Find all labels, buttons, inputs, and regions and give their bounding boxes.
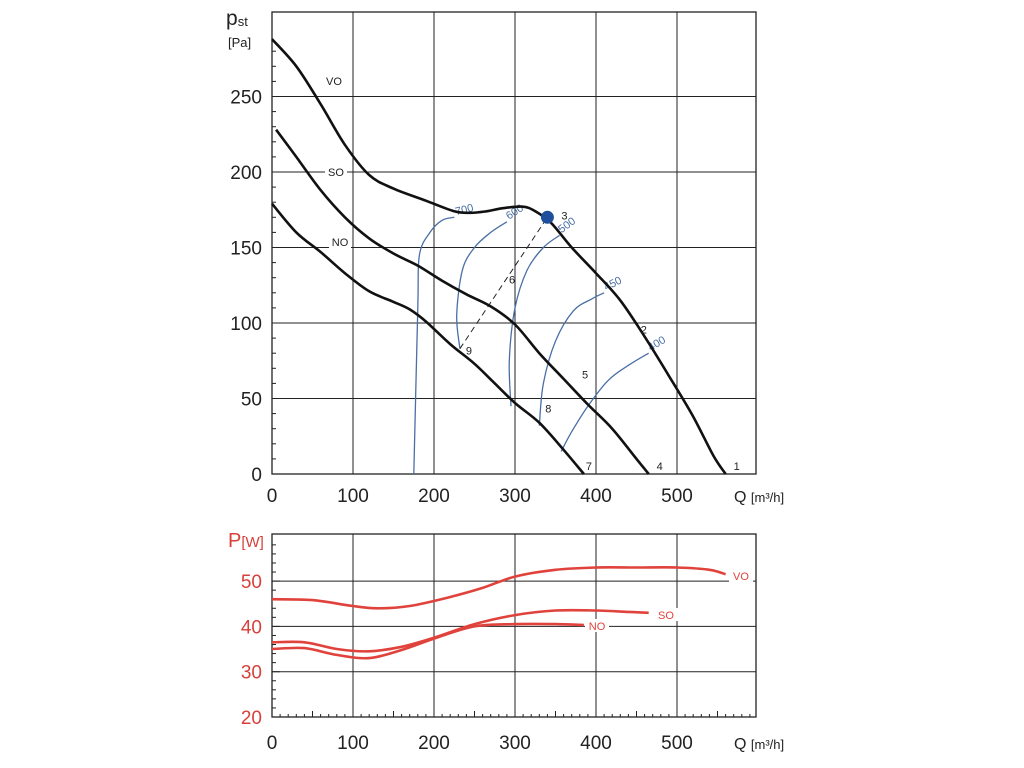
power-curve-label-bg: [654, 608, 678, 621]
isoline-400: [560, 352, 650, 452]
system-line: [459, 217, 548, 349]
pressure-y-tick-150: 150: [230, 239, 262, 260]
pressure-y-tick-0: 0: [251, 465, 262, 486]
operating-point-3: 3: [561, 210, 567, 222]
pressure-x-tick-0: 0: [267, 486, 278, 507]
pressure-plot-frame: [271, 11, 757, 475]
pressure-curve-VO: [271, 38, 727, 475]
power-curves: VO SO NO: [271, 566, 753, 660]
power-curve-label-NO: NO: [589, 621, 606, 633]
power-tick-marks: [272, 544, 751, 717]
power-xlabel-q: Q: [734, 736, 746, 753]
power-curve-VO: [271, 566, 727, 610]
pressure-xlabel-q: Q: [734, 489, 746, 506]
operating-point-9: 9: [466, 346, 472, 358]
power-x-tick-100: 100: [337, 733, 369, 754]
power-y-tick-50: 50: [241, 572, 262, 593]
power-y-tick-40: 40: [241, 617, 262, 638]
pressure-curve-label-NO: NO: [332, 237, 349, 249]
power-curve-label-SO: SO: [658, 610, 674, 622]
power-curve-label-bg: [585, 619, 609, 632]
pressure-y-tick-200: 200: [230, 163, 262, 184]
operating-point-4: 4: [657, 461, 663, 473]
pressure-x-tick-500: 500: [661, 486, 693, 507]
pressure-grid: [272, 12, 756, 474]
power-curve-label-VO: VO: [733, 571, 749, 583]
pressure-ylabel-main: p: [226, 7, 238, 30]
operating-point-1: 1: [734, 461, 740, 473]
pressure-y-ticklabels: 0 50 100 150 200 250: [230, 88, 262, 487]
power-x-tick-400: 400: [580, 733, 612, 754]
operating-point-2: 2: [641, 325, 647, 337]
power-curve-label-bg: [729, 569, 753, 582]
power-ylabel: P[W]: [228, 530, 264, 552]
power-y-ticklabels: 20 30 40 50: [241, 572, 262, 729]
power-plot-frame: [271, 533, 757, 718]
power-x-ticklabels: 0 100 200 300 400 500: [267, 733, 693, 754]
isoline-600: [456, 221, 508, 349]
power-xlabel: Q [m³/h]: [734, 736, 784, 753]
power-y-tick-20: 20: [241, 708, 262, 729]
pressure-x-tick-200: 200: [418, 486, 450, 507]
pressure-tick-marks: [272, 50, 280, 460]
operating-points: 1 2 3 4 5 6 7 8 9: [466, 210, 740, 473]
pressure-yunit: [Pa]: [228, 35, 251, 50]
operating-point-8: 8: [545, 404, 551, 416]
pressure-y-tick-50: 50: [241, 390, 262, 411]
pressure-curve-label-bg: [325, 164, 347, 178]
power-x-tick-0: 0: [267, 733, 278, 754]
power-x-tick-300: 300: [499, 733, 531, 754]
pressure-x-tick-300: 300: [499, 486, 531, 507]
isoline-label-700: 700: [454, 202, 475, 218]
pressure-curve-NO: [271, 202, 585, 475]
pressure-curve-SO: [275, 128, 650, 475]
operating-point-6: 6: [509, 274, 515, 286]
power-chart: VO SO NO 0 100 200 300 400 500 20 30 40 50 P[W] Q …: [228, 530, 784, 754]
power-y-tick-30: 30: [241, 663, 262, 684]
isoline-label-600: 600: [504, 202, 526, 222]
system-dashed-line: [459, 217, 548, 349]
power-yunit: [W]: [241, 534, 264, 551]
power-curve-NO: [271, 622, 584, 660]
power-x-tick-500: 500: [661, 733, 693, 754]
pressure-curve-label-VO: VO: [326, 76, 342, 88]
pressure-xunit: [m³/h]: [751, 490, 784, 505]
pressure-ylabel-sub: st: [238, 14, 249, 29]
pressure-x-tick-100: 100: [337, 486, 369, 507]
operating-point-marker: [540, 210, 554, 224]
pressure-xlabel: Q [m³/h]: [734, 489, 784, 506]
power-grid: [272, 534, 756, 717]
operating-point-7: 7: [586, 461, 592, 473]
pressure-ylabel: pst: [226, 7, 248, 30]
pressure-y-tick-100: 100: [230, 314, 262, 335]
pressure-curve-label-bg: [323, 73, 345, 87]
pressure-x-tick-400: 400: [580, 486, 612, 507]
operating-point-5: 5: [582, 369, 588, 381]
pressure-x-ticklabels: 0 100 200 300 400 500: [267, 486, 693, 507]
isoline-500: [508, 234, 560, 407]
pressure-curve-label-bg: [329, 234, 351, 248]
power-ylabel-main: P: [228, 530, 241, 552]
power-xunit: [m³/h]: [751, 737, 784, 752]
pressure-y-tick-250: 250: [230, 88, 262, 109]
isoline-700: [413, 216, 455, 475]
power-x-tick-200: 200: [418, 733, 450, 754]
isoline-450: [538, 292, 605, 426]
pressure-curve-label-SO: SO: [328, 167, 344, 179]
pressure-curves: VO SO NO: [271, 38, 727, 475]
